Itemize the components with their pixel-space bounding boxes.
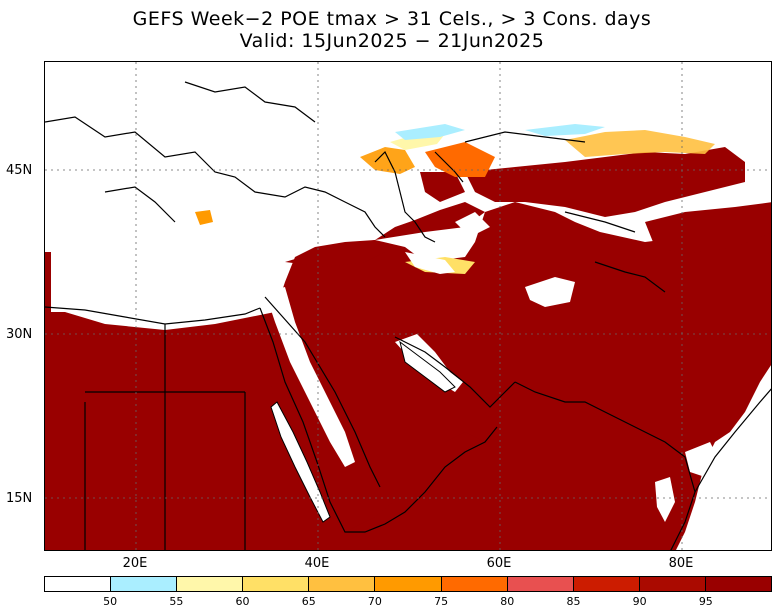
colorbar-segment: [177, 577, 244, 591]
colorbar-segment: [243, 577, 310, 591]
map-panel: [44, 61, 772, 551]
colorbar-tick-label: 75: [434, 595, 449, 608]
chart-title: GEFS Week−2 POE tmax > 31 Cels., > 3 Con…: [132, 8, 652, 30]
colorbar: [44, 576, 772, 592]
lat-label-45n: 45N: [6, 163, 33, 178]
probability-field-fringe: [195, 124, 715, 274]
colorbar-tick-label: 95: [698, 595, 713, 608]
lon-label-20e: 20E: [122, 556, 148, 571]
gridlines: [45, 62, 771, 550]
colorbar-tick-label: 65: [301, 595, 316, 608]
colorbar-tick-label: 85: [566, 595, 581, 608]
colorbar-tick-label: 90: [632, 595, 647, 608]
colorbar-tick-label: 50: [103, 595, 118, 608]
lon-label-60e: 60E: [486, 556, 512, 571]
colorbar-tick-label: 55: [169, 595, 184, 608]
chart-subtitle: Valid: 15Jun2025 − 21Jun2025: [239, 30, 545, 52]
lat-label-15n: 15N: [6, 491, 33, 506]
map-svg: [45, 62, 771, 550]
colorbar-segment: [111, 577, 178, 591]
colorbar-segment: [639, 577, 706, 591]
colorbar-tick-label: 70: [367, 595, 382, 608]
colorbar-segment: [309, 577, 376, 591]
colorbar-tick-label: 60: [235, 595, 250, 608]
colorbar-segment: [507, 577, 574, 591]
lat-label-30n: 30N: [6, 327, 33, 342]
colorbar-segment: [45, 577, 112, 591]
lon-label-40e: 40E: [304, 556, 330, 571]
colorbar-segment: [705, 577, 772, 591]
colorbar-segment: [375, 577, 442, 591]
colorbar-segment: [441, 577, 508, 591]
water-bodies: [270, 340, 456, 523]
coastlines-borders: [45, 81, 771, 550]
colorbar-segment: [573, 577, 640, 591]
lon-label-80e: 80E: [668, 556, 694, 571]
colorbar-tick-label: 80: [500, 595, 515, 608]
